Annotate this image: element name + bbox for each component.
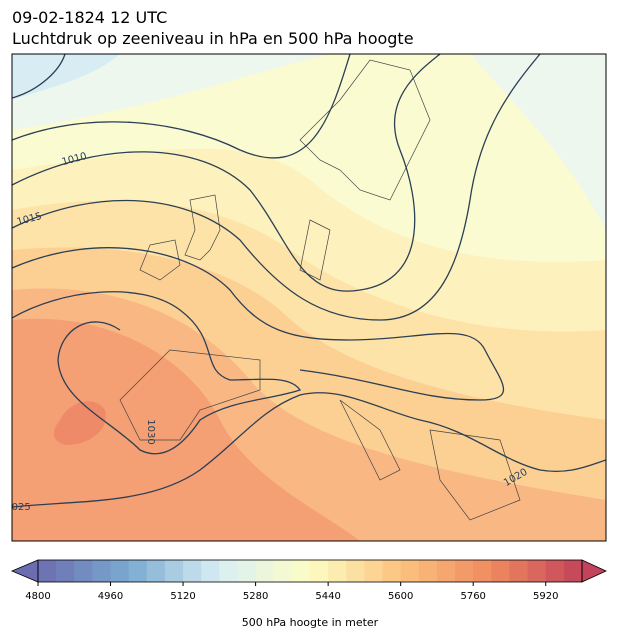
band [12,54,120,100]
colorbar-band [291,560,311,582]
date: 09-02-1824 12 UTC [12,8,168,27]
colorbar-extend [581,559,607,583]
contour-label: 1030 [145,419,156,444]
coastline [119,59,521,521]
colorbar-band [310,560,329,582]
isobar [12,54,441,292]
colorbar-band [74,560,93,582]
colorbar-band [346,560,365,582]
map-frame [11,53,607,542]
colorbar-frame [37,559,583,583]
colorbar-tick-label: 5600 [388,591,413,602]
isobar [12,392,606,508]
colorbar-band [509,560,529,582]
colorbar-tick-label: 4960 [98,591,123,602]
colorbar-band [219,560,238,582]
band [12,318,360,541]
colorbar-band [400,560,420,582]
isobar [12,247,505,401]
colorbar-band [328,560,347,582]
colorbar-band [146,560,166,582]
colorbar-band [545,560,565,582]
colorbar-tick-label: 5920 [533,591,558,602]
isobar [12,54,66,99]
colorbar-band [255,560,275,582]
colorbar-band [110,560,130,582]
title: Luchtdruk op zeeniveau in hPa en 500 hPa… [12,29,414,48]
colorbar-band [527,560,547,582]
colorbar-band [418,560,438,582]
isobar [12,54,541,321]
colorbar-band [237,560,257,582]
colorbar-band [38,560,57,582]
colorbar-band [364,560,384,582]
colorbar-band [436,560,456,582]
colorbar-band [382,560,402,582]
colorbar-band [164,560,184,582]
isobar [12,291,302,455]
colorbar-tick-label: 5280 [243,591,268,602]
colorbar-band [563,560,583,582]
colorbar-tick-label: 5440 [315,591,340,602]
colorbar-label: 500 hPa hoogte in meter [242,616,379,629]
colorbar-band [56,560,75,582]
colorbar-extend [10,559,39,583]
contour-label: 1025 [5,502,30,513]
colorbar-tick-label: 5760 [460,591,485,602]
colorbar-band [455,560,474,582]
colorbar-band [473,560,492,582]
colorbar-band [128,560,148,582]
height-field: 1010 1015 1020 1025 1030 [5,54,606,541]
colorbar-tick-label: 5120 [170,591,195,602]
colorbar: 4800 4960 5120 5280 5440 5600 5760 5920 500 hPa … [10,559,607,629]
colorbar-band [183,560,202,582]
colorbar-band [92,560,112,582]
colorbar-tick-label: 4800 [25,591,50,602]
isobar [12,54,351,159]
colorbar-band [491,560,510,582]
colorbar-band [201,560,220,582]
colorbar-band [273,560,293,582]
